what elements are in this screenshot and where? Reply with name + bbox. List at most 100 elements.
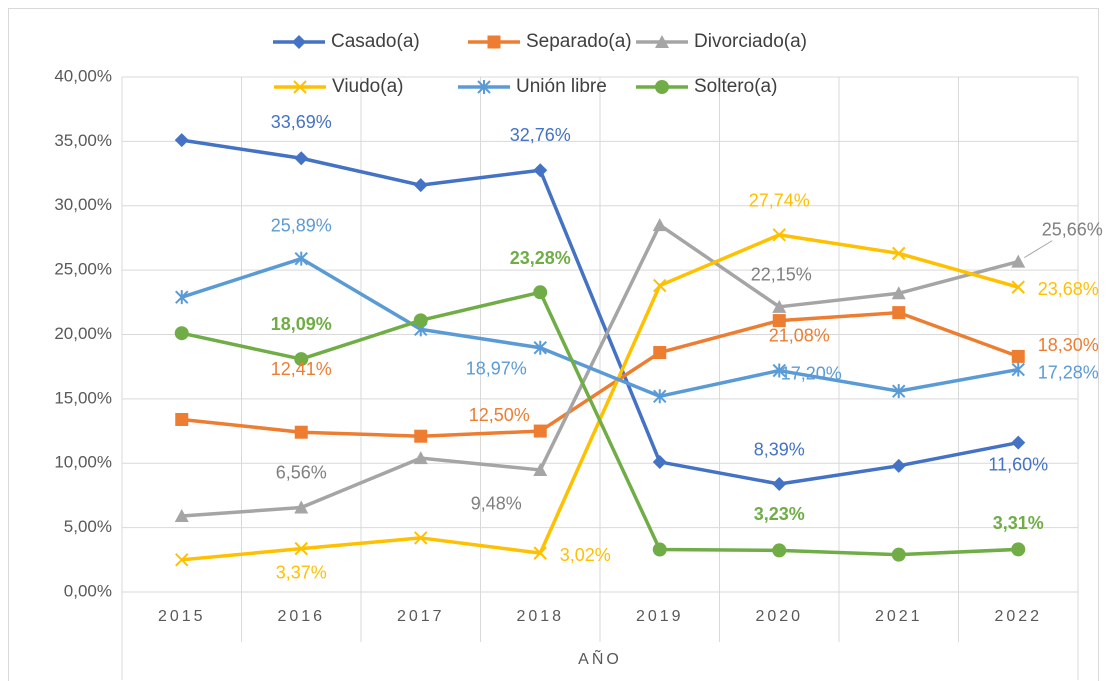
point-marker bbox=[892, 384, 906, 399]
y-tick-label: 30,00% bbox=[54, 195, 112, 214]
point-marker bbox=[655, 80, 669, 94]
point-marker bbox=[1011, 280, 1025, 294]
point-marker bbox=[413, 178, 428, 193]
point-marker bbox=[294, 541, 308, 556]
data-label: 18,97% bbox=[466, 359, 527, 379]
point-marker bbox=[174, 133, 189, 148]
x-tick-label: 2015 bbox=[158, 608, 206, 625]
point-marker bbox=[413, 451, 428, 465]
data-label: 8,39% bbox=[754, 440, 805, 460]
point-marker bbox=[294, 500, 309, 514]
data-label: 11,60% bbox=[988, 454, 1048, 474]
point-marker bbox=[294, 425, 308, 439]
point-marker bbox=[652, 542, 667, 557]
data-label: 3,23% bbox=[754, 504, 805, 524]
x-tick-label: 2018 bbox=[516, 608, 564, 625]
point-marker bbox=[294, 352, 309, 367]
data-label: 17,20% bbox=[781, 363, 842, 383]
data-label: 22,15% bbox=[751, 265, 812, 285]
data-label: 18,30% bbox=[1038, 335, 1099, 355]
point-marker bbox=[533, 546, 547, 560]
point-marker bbox=[772, 363, 786, 378]
point-marker bbox=[1011, 435, 1026, 450]
point-marker bbox=[772, 543, 787, 558]
point-marker bbox=[477, 80, 491, 94]
point-marker bbox=[655, 35, 669, 48]
series-line bbox=[181, 223, 1019, 518]
x-tick-label: 2019 bbox=[636, 608, 684, 625]
data-label: 3,37% bbox=[276, 562, 327, 582]
leader-line bbox=[1023, 240, 1053, 259]
point-marker bbox=[174, 509, 189, 523]
point-marker bbox=[533, 462, 548, 476]
point-marker bbox=[533, 340, 547, 355]
point-marker bbox=[175, 290, 189, 305]
legend-label: Unión libre bbox=[516, 76, 607, 97]
data-label: 12,50% bbox=[469, 405, 530, 425]
point-marker bbox=[1011, 349, 1025, 363]
point-marker bbox=[175, 412, 189, 426]
point-marker bbox=[652, 218, 667, 232]
data-label: 3,02% bbox=[560, 545, 611, 565]
point-marker bbox=[174, 326, 189, 341]
x-tick-label: 2020 bbox=[755, 608, 803, 625]
point-marker bbox=[653, 389, 667, 404]
point-marker bbox=[414, 429, 428, 443]
point-marker bbox=[533, 424, 547, 438]
data-label: 12,41% bbox=[271, 359, 332, 379]
x-axis-title: AÑO bbox=[578, 648, 622, 668]
y-tick-label: 0,00% bbox=[64, 581, 112, 600]
y-tick-label: 20,00% bbox=[54, 324, 112, 343]
point-marker bbox=[772, 299, 787, 313]
y-tick-label: 40,00% bbox=[54, 66, 112, 85]
legend-label: Casado(a) bbox=[331, 31, 420, 52]
point-marker bbox=[533, 163, 548, 178]
point-marker bbox=[1011, 362, 1025, 377]
series-line bbox=[181, 256, 1019, 399]
legend-label: Separado(a) bbox=[526, 31, 632, 52]
legend-label: Divorciado(a) bbox=[694, 31, 807, 52]
series-line bbox=[181, 290, 1019, 557]
series-line bbox=[181, 310, 1019, 438]
x-tick-label: 2022 bbox=[994, 608, 1042, 625]
series-line bbox=[181, 138, 1019, 486]
point-marker bbox=[293, 80, 307, 94]
point-marker bbox=[653, 278, 667, 293]
data-label: 6,56% bbox=[276, 462, 327, 482]
point-marker bbox=[653, 346, 667, 360]
point-marker bbox=[414, 531, 428, 545]
x-tick-label: 2021 bbox=[875, 608, 923, 625]
legend-label: Soltero(a) bbox=[694, 76, 777, 97]
data-label: 33,69% bbox=[271, 112, 332, 132]
point-marker bbox=[772, 476, 787, 491]
point-marker bbox=[413, 313, 428, 328]
data-label: 23,28% bbox=[510, 248, 571, 268]
point-marker bbox=[1011, 254, 1026, 268]
y-tick-label: 25,00% bbox=[54, 260, 112, 279]
point-marker bbox=[772, 314, 786, 328]
point-marker bbox=[892, 246, 906, 261]
point-marker bbox=[1011, 542, 1026, 557]
point-marker bbox=[175, 553, 189, 567]
y-tick-label: 15,00% bbox=[54, 388, 112, 407]
point-marker bbox=[652, 454, 667, 469]
data-label: 32,76% bbox=[510, 125, 571, 145]
data-label: 23,68% bbox=[1038, 279, 1099, 299]
y-tick-label: 10,00% bbox=[54, 453, 112, 472]
data-label: 21,08% bbox=[769, 325, 830, 345]
y-tick-label: 35,00% bbox=[54, 131, 112, 150]
point-marker bbox=[294, 151, 309, 166]
chart-border bbox=[8, 8, 1099, 681]
x-tick-label: 2017 bbox=[397, 608, 445, 625]
point-marker bbox=[292, 35, 306, 49]
data-label: 25,66% bbox=[1042, 219, 1103, 239]
x-tick-label: 2016 bbox=[277, 608, 325, 625]
point-marker bbox=[891, 547, 906, 562]
data-label: 18,09% bbox=[271, 314, 332, 334]
point-marker bbox=[772, 228, 786, 242]
point-marker bbox=[533, 285, 548, 300]
data-label: 9,48% bbox=[471, 494, 522, 514]
point-marker bbox=[891, 458, 906, 473]
point-marker bbox=[294, 251, 308, 266]
